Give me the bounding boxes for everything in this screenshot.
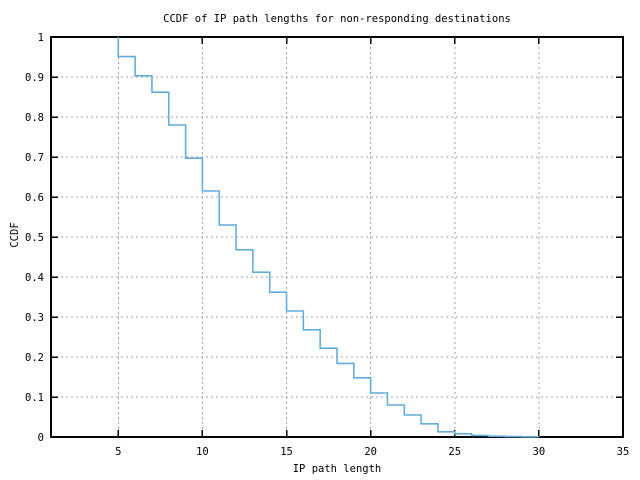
x-tick-label: 25 [448, 446, 461, 458]
y-tick-label: 0 [38, 432, 44, 444]
y-tick-label: 0.6 [25, 192, 44, 204]
x-tick-label: 10 [196, 446, 209, 458]
x-tick-label: 5 [115, 446, 121, 458]
x-tick-label: 15 [280, 446, 293, 458]
y-tick-label: 0.1 [25, 392, 44, 404]
y-tick-label: 0.3 [25, 312, 44, 324]
y-tick-label: 1 [38, 32, 44, 44]
y-tick-label: 0.4 [25, 272, 44, 284]
x-axis-label: IP path length [292, 463, 382, 475]
x-tick-label: 20 [364, 446, 377, 458]
ccdf-step-line [117, 37, 540, 438]
y-tick-label: 0.7 [25, 152, 44, 164]
y-tick-label: 0.5 [25, 232, 44, 244]
chart-title: CCDF of IP path lengths for non-respondi… [163, 13, 511, 25]
x-tick-label: 35 [617, 446, 630, 458]
x-tick-label: 30 [533, 446, 546, 458]
y-tick-label: 0.8 [25, 112, 44, 124]
y-tick-label: 0.9 [25, 72, 44, 84]
y-tick-label: 0.2 [25, 352, 44, 364]
